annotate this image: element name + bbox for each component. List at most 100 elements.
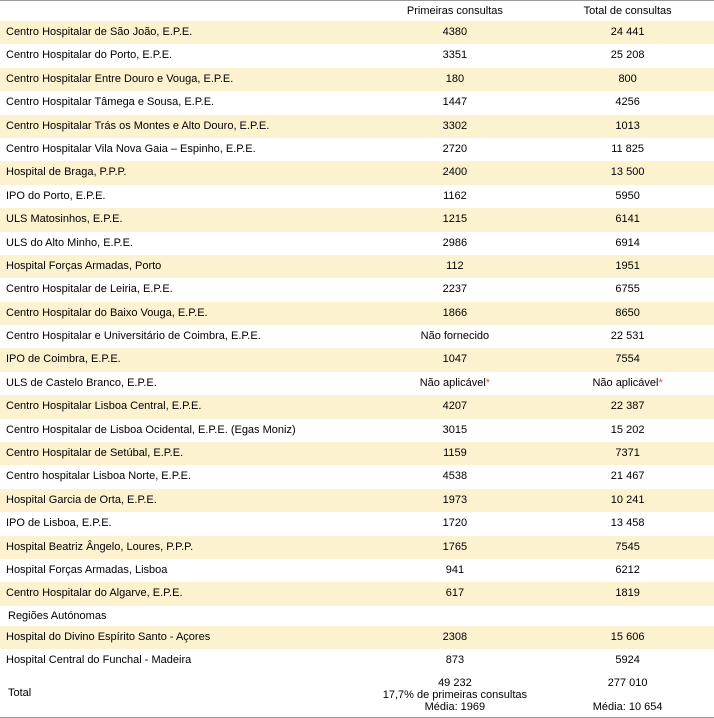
hospital-name: IPO de Lisboa, E.P.E. [0, 512, 369, 535]
total-consultations-value: 7554 [541, 348, 714, 371]
hospital-name: ULS Matosinhos, E.P.E. [0, 208, 369, 231]
header-blank [0, 1, 369, 22]
total-label: Total [0, 673, 369, 718]
hospital-name: Hospital Forças Armadas, Lisboa [0, 559, 369, 582]
table-row: IPO de Lisboa, E.P.E.172013 458 [0, 512, 714, 535]
table-row: Centro Hospitalar de Setúbal, E.P.E.1159… [0, 442, 714, 465]
first-consultations-value: 2986 [369, 232, 542, 255]
table-row: Centro Hospitalar Vila Nova Gaia – Espin… [0, 138, 714, 161]
first-consultations-value: 617 [369, 582, 542, 605]
table-row: IPO do Porto, E.P.E.11625950 [0, 185, 714, 208]
first-consultations-value: Não fornecido [369, 325, 542, 348]
hospital-name: Hospital Central do Funchal - Madeira [0, 649, 369, 672]
first-consultations-value: 4380 [369, 21, 542, 44]
hospital-name: Centro Hospitalar Vila Nova Gaia – Espin… [0, 138, 369, 161]
section-label: Regiões Autónomas [0, 606, 714, 626]
table-row: ULS de Castelo Branco, E.P.E.Não aplicáv… [0, 372, 714, 395]
asterisk-icon: * [486, 377, 490, 389]
first-consultations-value: 3015 [369, 419, 542, 442]
total-consultations-value: 6914 [541, 232, 714, 255]
first-consultations-value: 1447 [369, 91, 542, 114]
table-row: IPO de Coimbra, E.P.E.10477554 [0, 348, 714, 371]
total-consultations-value: 8650 [541, 302, 714, 325]
total-first-sum: 49 232 [377, 677, 534, 689]
table-row: Hospital Forças Armadas, Lisboa9416212 [0, 559, 714, 582]
first-consultations-value: 4207 [369, 395, 542, 418]
table-row: Centro Hospitalar Trás os Montes e Alto … [0, 115, 714, 138]
total-consultations-value: 15 606 [541, 626, 714, 649]
first-consultations-value: 2720 [369, 138, 542, 161]
total-consultations-value: Não aplicável* [541, 372, 714, 395]
table-row: Hospital Central do Funchal - Madeira873… [0, 649, 714, 672]
total-consultations-value: 800 [541, 68, 714, 91]
hospital-name: Centro Hospitalar e Universitário de Coi… [0, 325, 369, 348]
total-consultations-value: 13 500 [541, 161, 714, 184]
first-consultations-value: 2237 [369, 278, 542, 301]
total-consultations-value: 7545 [541, 536, 714, 559]
table-row: Hospital Garcia de Orta, E.P.E.197310 24… [0, 489, 714, 512]
total-total-cell: 277 010 Média: 10 654 [541, 673, 714, 718]
hospital-name: Centro Hospitalar do Baixo Vouga, E.P.E. [0, 302, 369, 325]
first-consultations-value: 2308 [369, 626, 542, 649]
total-first-pct: 17,7% de primeiras consultas [377, 689, 534, 701]
total-total-sum: 277 010 [549, 677, 706, 689]
table-row: Centro Hospitalar do Algarve, E.P.E.6171… [0, 582, 714, 605]
hospital-name: Centro Hospitalar de Leiria, E.P.E. [0, 278, 369, 301]
total-consultations-value: 25 208 [541, 44, 714, 67]
hospital-name: Centro Hospitalar de São João, E.P.E. [0, 21, 369, 44]
table-row: Centro Hospitalar Lisboa Central, E.P.E.… [0, 395, 714, 418]
section-row: Regiões Autónomas [0, 606, 714, 626]
hospital-name: Centro Hospitalar do Porto, E.P.E. [0, 44, 369, 67]
total-consultations-value: 4256 [541, 91, 714, 114]
total-consultations-value: 13 458 [541, 512, 714, 535]
total-first-cell: 49 232 17,7% de primeiras consultas Médi… [369, 673, 542, 718]
total-consultations-value: 10 241 [541, 489, 714, 512]
first-consultations-value: 1047 [369, 348, 542, 371]
table-row: Centro Hospitalar Entre Douro e Vouga, E… [0, 68, 714, 91]
first-consultations-value: 180 [369, 68, 542, 91]
total-total-mean: Média: 10 654 [549, 701, 706, 713]
total-first-mean: Média: 1969 [377, 701, 534, 713]
total-consultations-value: 5924 [541, 649, 714, 672]
hospital-consultations-table: Primeiras consultas Total de consultas C… [0, 0, 714, 718]
total-consultations-value: 6212 [541, 559, 714, 582]
hospital-name: Centro Hospitalar Trás os Montes e Alto … [0, 115, 369, 138]
total-consultations-value: 21 467 [541, 465, 714, 488]
hospital-name: Hospital Beatriz Ângelo, Loures, P.P.P. [0, 536, 369, 559]
hospital-name: Hospital Forças Armadas, Porto [0, 255, 369, 278]
table-row: Centro Hospitalar Tâmega e Sousa, E.P.E.… [0, 91, 714, 114]
header-total-consultations: Total de consultas [541, 1, 714, 22]
table-row: ULS do Alto Minho, E.P.E.29866914 [0, 232, 714, 255]
hospital-name: ULS do Alto Minho, E.P.E. [0, 232, 369, 255]
total-consultations-value: 6755 [541, 278, 714, 301]
hospital-name: Hospital de Braga, P.P.P. [0, 161, 369, 184]
total-consultations-value: 22 531 [541, 325, 714, 348]
hospital-name: Hospital Garcia de Orta, E.P.E. [0, 489, 369, 512]
total-consultations-value: 1951 [541, 255, 714, 278]
total-consultations-value: 6141 [541, 208, 714, 231]
hospital-name: Centro Hospitalar de Setúbal, E.P.E. [0, 442, 369, 465]
total-consultations-value: 7371 [541, 442, 714, 465]
hospital-name: Centro hospitalar Lisboa Norte, E.P.E. [0, 465, 369, 488]
header-row: Primeiras consultas Total de consultas [0, 1, 714, 22]
total-consultations-value: 11 825 [541, 138, 714, 161]
first-consultations-value: 873 [369, 649, 542, 672]
first-consultations-value: 3351 [369, 44, 542, 67]
first-consultations-value: 2400 [369, 161, 542, 184]
table-row: Centro Hospitalar de Leiria, E.P.E.22376… [0, 278, 714, 301]
first-consultations-value: 1215 [369, 208, 542, 231]
hospital-name: Centro Hospitalar de Lisboa Ocidental, E… [0, 419, 369, 442]
first-consultations-value: 1973 [369, 489, 542, 512]
first-consultations-value: 112 [369, 255, 542, 278]
hospital-name: Centro Hospitalar Tâmega e Sousa, E.P.E. [0, 91, 369, 114]
table-row: Centro Hospitalar e Universitário de Coi… [0, 325, 714, 348]
first-consultations-value: 1720 [369, 512, 542, 535]
first-consultations-value: 1159 [369, 442, 542, 465]
table-row: Centro Hospitalar de Lisboa Ocidental, E… [0, 419, 714, 442]
table-row: Centro Hospitalar do Porto, E.P.E.335125… [0, 44, 714, 67]
table-row: Hospital Beatriz Ângelo, Loures, P.P.P.1… [0, 536, 714, 559]
total-consultations-value: 5950 [541, 185, 714, 208]
total-consultations-value: 1819 [541, 582, 714, 605]
first-consultations-value: 941 [369, 559, 542, 582]
table-row: Centro hospitalar Lisboa Norte, E.P.E.45… [0, 465, 714, 488]
